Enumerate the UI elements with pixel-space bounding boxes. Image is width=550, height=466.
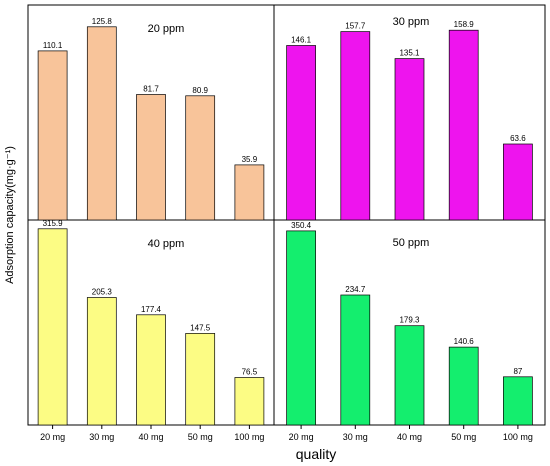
value-label-p4-1: 350.4 <box>291 221 312 230</box>
value-label-p2-2: 157.7 <box>345 22 366 31</box>
bar-p4-4 <box>448 346 479 426</box>
value-label-p3-2: 205.3 <box>92 288 113 297</box>
bar-p1-3 <box>136 94 166 221</box>
panel-title-1: 20 ppm <box>148 23 185 35</box>
bar-p2-4 <box>448 29 479 221</box>
value-label-p2-4: 158.9 <box>454 20 475 29</box>
x-tick-label-p4-5: 100 mg <box>503 432 533 442</box>
x-tick-label-p4-1: 20 mg <box>289 432 314 442</box>
x-tick-label-p3-1: 20 mg <box>40 432 65 442</box>
value-label-p2-3: 135.1 <box>399 49 420 58</box>
bar-p4-3 <box>394 325 425 426</box>
bar-p3-1 <box>37 228 68 426</box>
x-tick-label-p3-3: 40 mg <box>138 432 163 442</box>
x-tick-label-p3-5: 100 mg <box>234 432 264 442</box>
chart-marks: 110.1 125.8 81.7 80.9 35.9 20 ppm 146.1 157.7 13… <box>37 16 533 442</box>
panel-title-3: 40 ppm <box>148 238 185 250</box>
x-tick-label-p4-2: 30 mg <box>343 432 368 442</box>
bar-p3-5 <box>234 377 265 426</box>
x-axis-label: quality <box>296 446 336 462</box>
bar-p2-2 <box>340 31 371 221</box>
bar-p3-4 <box>185 333 216 426</box>
value-label-p3-1: 315.9 <box>43 219 64 228</box>
bar-p1-1 <box>37 50 68 221</box>
value-label-p2-1: 146.1 <box>291 36 312 45</box>
bar-p4-1 <box>286 230 316 426</box>
bar-p2-3 <box>394 58 425 221</box>
value-label-p2-5: 63.6 <box>510 134 526 143</box>
x-tick-label-p4-4: 50 mg <box>451 432 476 442</box>
value-label-p3-5: 76.5 <box>242 368 258 377</box>
value-label-p4-4: 140.6 <box>454 337 475 346</box>
value-label-p1-1: 110.1 <box>43 41 63 50</box>
bar-p4-2 <box>340 294 371 426</box>
bar-p4-5 <box>503 376 533 426</box>
value-label-p4-3: 179.3 <box>399 316 420 325</box>
bar-p3-2 <box>86 297 117 426</box>
bar-p2-1 <box>286 45 316 221</box>
value-label-p1-4: 80.9 <box>192 86 208 95</box>
value-label-p1-5: 35.9 <box>242 155 258 164</box>
bar-p1-2 <box>86 26 117 221</box>
value-label-p3-4: 147.5 <box>190 323 211 332</box>
x-tick-label-p3-4: 50 mg <box>188 432 213 442</box>
bar-p1-5 <box>234 164 265 221</box>
value-label-p1-2: 125.8 <box>92 17 113 26</box>
bar-p3-3 <box>136 314 166 426</box>
x-tick-label-p3-2: 30 mg <box>89 432 114 442</box>
value-label-p4-2: 234.7 <box>345 285 366 294</box>
bar-p2-5 <box>503 143 533 221</box>
value-label-p4-5: 87 <box>513 367 522 376</box>
y-axis-label: Adsorption capacity(mg·g⁻¹) <box>4 146 16 284</box>
bar-p1-4 <box>185 95 216 221</box>
panel-title-4: 50 ppm <box>393 237 430 249</box>
value-label-p3-3: 177.4 <box>141 305 162 314</box>
panel-title-2: 30 ppm <box>393 16 430 28</box>
value-label-p1-3: 81.7 <box>143 85 159 94</box>
x-tick-label-p4-3: 40 mg <box>397 432 422 442</box>
